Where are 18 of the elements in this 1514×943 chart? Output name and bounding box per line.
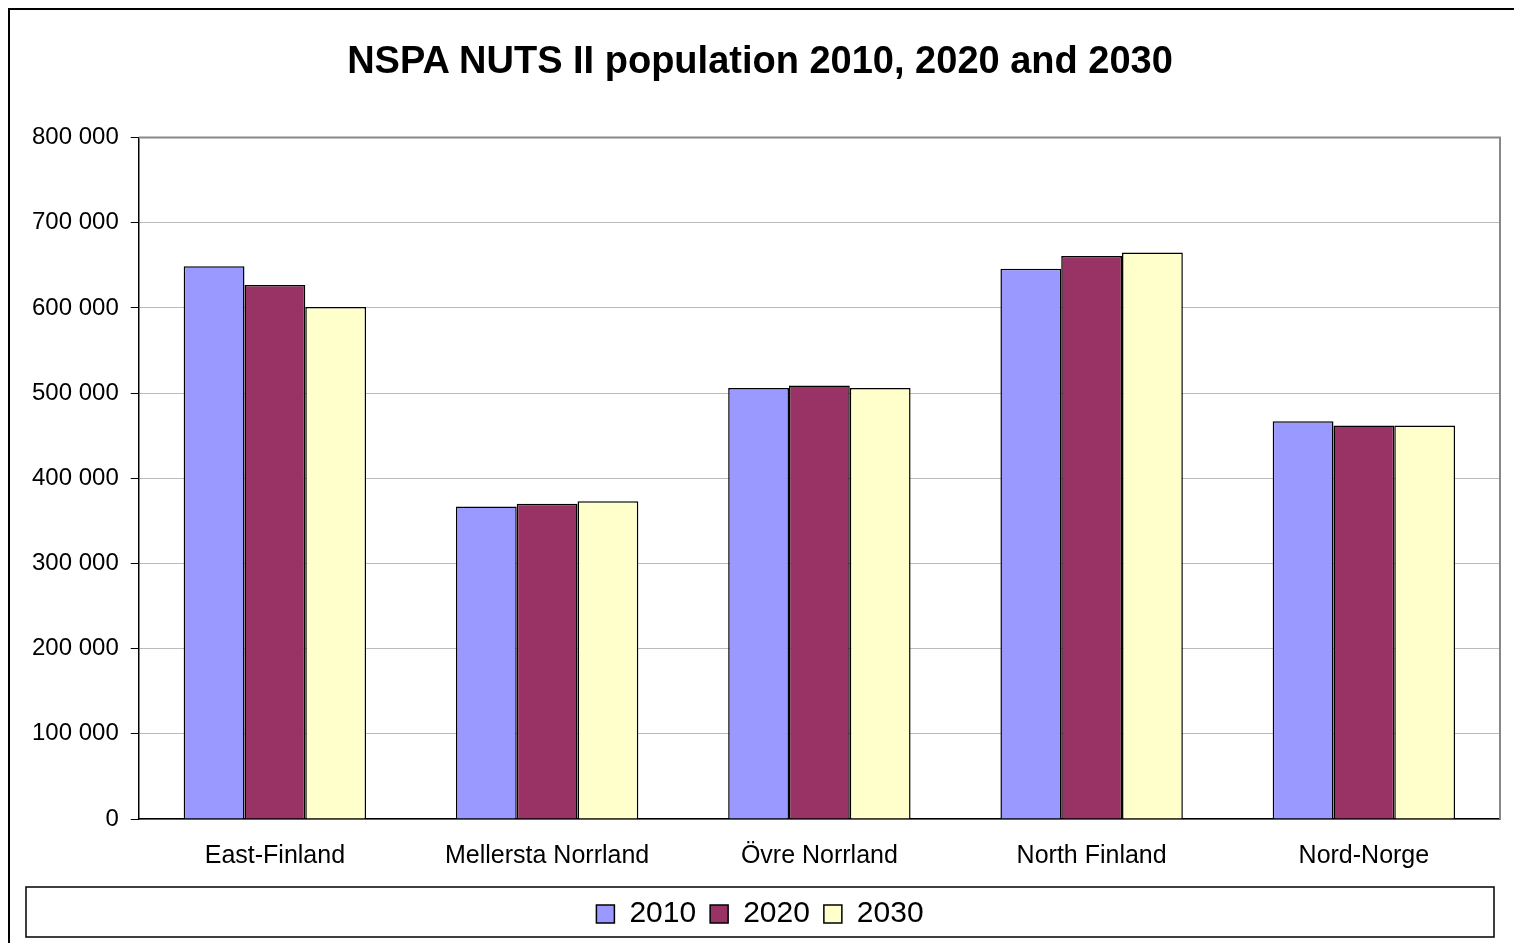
y-tick-label: 800 000: [31, 122, 119, 150]
y-tick-label: 300 000: [31, 548, 119, 576]
legend-label: 2020: [743, 895, 810, 929]
x-tick-label: Mellersta Norrland: [445, 839, 650, 868]
x-tick-label: North Finland: [1016, 839, 1167, 868]
legend-label: 2030: [856, 895, 924, 929]
y-tick-label: 0: [105, 803, 119, 831]
legend-label: 2010: [629, 895, 697, 929]
y-tick-label: 400 000: [31, 462, 119, 490]
y-tick-label: 600 000: [31, 292, 119, 320]
y-tick-label: 700 000: [31, 207, 119, 235]
x-tick-label: Övre Norrland: [740, 839, 898, 868]
y-tick-label: 100 000: [31, 718, 119, 746]
x-tick-label: Nord-Norge: [1298, 839, 1430, 868]
x-tick-label: East-Finland: [204, 839, 346, 868]
y-tick-label: 200 000: [31, 633, 119, 661]
chart-title: NSPA NUTS II population 2010, 2020 and 2030: [347, 39, 1173, 82]
y-tick-label: 500 000: [31, 377, 119, 405]
